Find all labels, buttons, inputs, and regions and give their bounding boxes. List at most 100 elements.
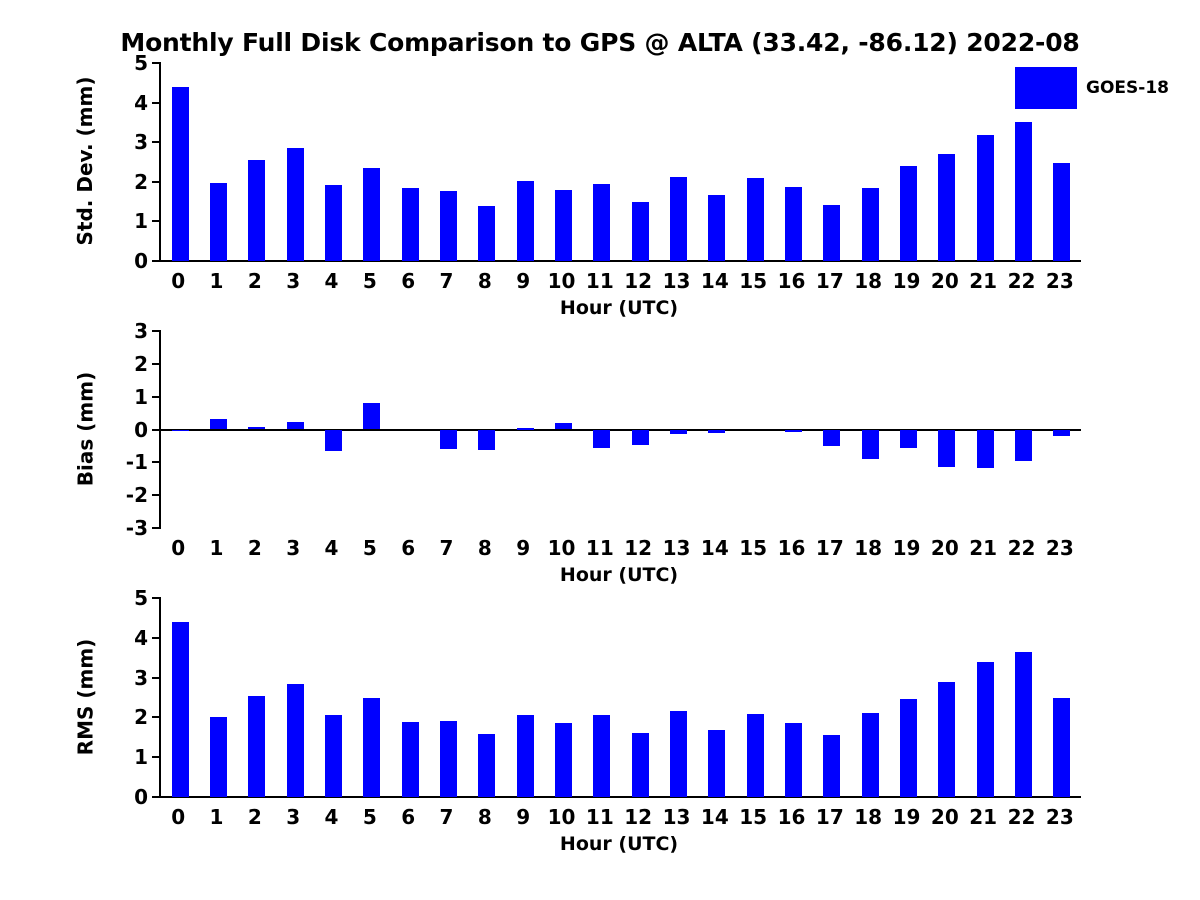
x-axis-label-bias: Hour (UTC) <box>559 564 679 586</box>
bar <box>516 428 534 430</box>
y-tick-rms <box>152 676 161 679</box>
bar <box>325 714 342 797</box>
x-tick-label: 17 <box>815 536 844 560</box>
x-tick-label: 22 <box>1007 269 1036 293</box>
y-tick-label-rms: 2 <box>134 705 148 730</box>
bar <box>900 699 917 797</box>
x-tick-label: 0 <box>171 805 186 829</box>
x-tick-label: 16 <box>777 269 806 293</box>
bar <box>670 429 687 435</box>
y-tick-label-rms: 4 <box>134 625 148 650</box>
bar <box>593 184 611 261</box>
legend-swatch-goes18 <box>1015 67 1077 109</box>
bar <box>938 154 956 261</box>
x-tick-label: 4 <box>324 269 339 293</box>
bar <box>1015 121 1032 261</box>
x-tick-label: 11 <box>585 536 614 560</box>
x-tick-label: 21 <box>969 269 998 293</box>
x-tick-label: 14 <box>700 805 729 829</box>
bar <box>785 429 802 433</box>
x-tick-label: 19 <box>892 805 921 829</box>
bar <box>976 134 994 261</box>
x-tick-label: 3 <box>286 269 301 293</box>
bar <box>401 187 419 261</box>
y-tick-std-dev <box>152 220 161 223</box>
plot-area-rms: 0 1 2 3 4 5 <box>134 586 1081 809</box>
y-tick-rms <box>152 597 161 599</box>
x-tick-label: 1 <box>209 536 224 560</box>
bar <box>555 723 572 797</box>
x-tick-label: 5 <box>362 536 377 560</box>
bar <box>440 721 457 797</box>
x-tick-label: 22 <box>1007 536 1036 560</box>
x-tick-label: 6 <box>401 536 416 560</box>
bar <box>363 403 381 430</box>
x-tick-label: 23 <box>1045 805 1074 829</box>
y-tick-label-std-dev: 5 <box>134 51 148 75</box>
y-tick-rms <box>152 756 161 759</box>
bar <box>248 695 266 797</box>
x-tick-label: 17 <box>815 269 844 293</box>
bar <box>325 429 342 451</box>
x-tick-label: 11 <box>585 269 614 293</box>
y-tick-rms <box>152 796 161 798</box>
bar <box>440 429 457 450</box>
bar <box>670 177 687 261</box>
bar <box>171 86 189 261</box>
bar <box>286 147 304 261</box>
bar <box>478 733 496 797</box>
bar <box>363 167 381 261</box>
plot-area-bias: -3 -2 -1 0 1 2 3 <box>126 319 1081 540</box>
page-title: Monthly Full Disk Comparison to GPS @ AL… <box>120 28 1080 57</box>
x-tick-label: 14 <box>700 269 729 293</box>
bar <box>286 422 304 430</box>
x-tick-label: 21 <box>969 805 998 829</box>
x-tick-label: 18 <box>854 269 883 293</box>
bar <box>1015 652 1032 797</box>
x-tick-label: 13 <box>662 536 691 560</box>
x-axis-line-bias <box>161 428 1081 431</box>
x-tick-label: 12 <box>624 269 653 293</box>
bar <box>555 422 572 430</box>
y-tick-label-std-dev: 2 <box>134 169 148 194</box>
bar <box>363 697 381 797</box>
bar <box>631 732 649 797</box>
bar <box>1015 429 1032 461</box>
x-tick-label: 10 <box>547 269 576 293</box>
bar <box>746 178 764 261</box>
x-tick-label: 5 <box>362 805 377 829</box>
y-tick-label-std-dev: 3 <box>134 130 148 155</box>
bar <box>938 681 956 797</box>
x-tick-label: 4 <box>324 805 339 829</box>
x-tick-label: 23 <box>1045 536 1074 560</box>
bar <box>631 201 649 261</box>
y-tick-bias <box>152 494 161 497</box>
bar <box>171 429 189 431</box>
y-tick-label-bias: -1 <box>125 450 148 475</box>
x-tick-label: 15 <box>739 805 768 829</box>
y-tick-bias <box>152 428 161 431</box>
bar <box>1053 429 1071 437</box>
x-tick-label: 2 <box>247 269 262 293</box>
bar <box>440 190 457 261</box>
bar <box>286 683 304 797</box>
x-tick-label: 6 <box>401 269 416 293</box>
x-tick-label: 1 <box>209 269 224 293</box>
bar <box>210 418 227 430</box>
bar <box>861 187 879 261</box>
x-tick-label: 3 <box>286 536 301 560</box>
y-tick-bias <box>152 330 161 332</box>
y-tick-label-bias: 3 <box>134 319 148 343</box>
bar <box>785 722 802 797</box>
bar <box>938 429 956 467</box>
x-axis-line-rms <box>161 796 1081 798</box>
legend: GOES-18 <box>1015 67 1169 109</box>
y-tick-label-rms: 5 <box>134 586 148 610</box>
x-tick-label: 1 <box>209 805 224 829</box>
x-tick-label: 8 <box>477 269 492 293</box>
x-tick-label: 20 <box>930 536 959 560</box>
bar <box>976 661 994 797</box>
